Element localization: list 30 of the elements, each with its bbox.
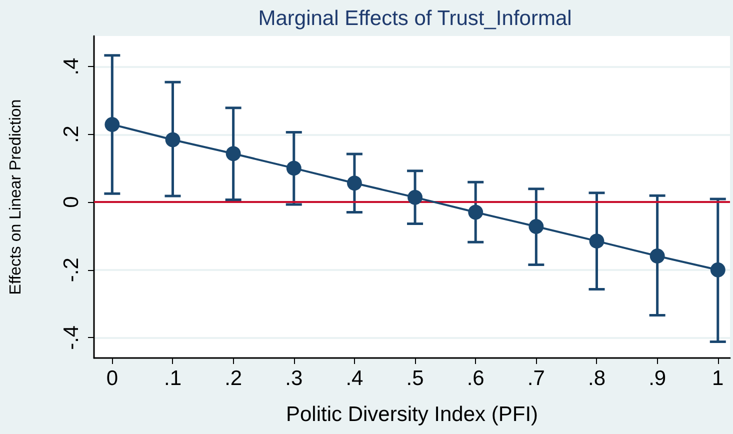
x-tick-label: .5 (406, 367, 424, 390)
point (468, 204, 484, 220)
point (589, 234, 604, 249)
y-tick-label: .4 (60, 57, 83, 76)
x-tick-label: .1 (164, 367, 182, 390)
y-tick-label: .2 (60, 126, 83, 144)
x-tick-label: 1 (712, 367, 724, 390)
y-tick-label: -.2 (60, 258, 83, 282)
point (226, 146, 241, 162)
point (104, 116, 120, 132)
x-tick-label: 0 (106, 367, 118, 390)
point (346, 176, 362, 191)
x-tick-label: .7 (527, 367, 545, 390)
point (286, 160, 302, 176)
point (528, 218, 544, 234)
point (710, 262, 726, 278)
x-axis-title: Politic Diversity Index (PFI) (286, 403, 538, 426)
x-tick-label: .3 (285, 367, 303, 390)
y-axis-title: Effects on Linear Prediction (8, 99, 24, 295)
x-tick-label: .8 (588, 367, 606, 390)
point (408, 190, 423, 205)
x-tick-label: .6 (466, 367, 484, 390)
point (650, 248, 665, 264)
x-tick-label: .9 (648, 367, 666, 390)
x-tick-label: .4 (346, 367, 364, 390)
chart-title: Marginal Effects of Trust_Informal (258, 7, 572, 30)
x-tick-label: .2 (224, 367, 242, 390)
point (165, 132, 180, 148)
y-tick-label: -.4 (60, 325, 83, 350)
y-tick-label: 0 (60, 196, 83, 208)
